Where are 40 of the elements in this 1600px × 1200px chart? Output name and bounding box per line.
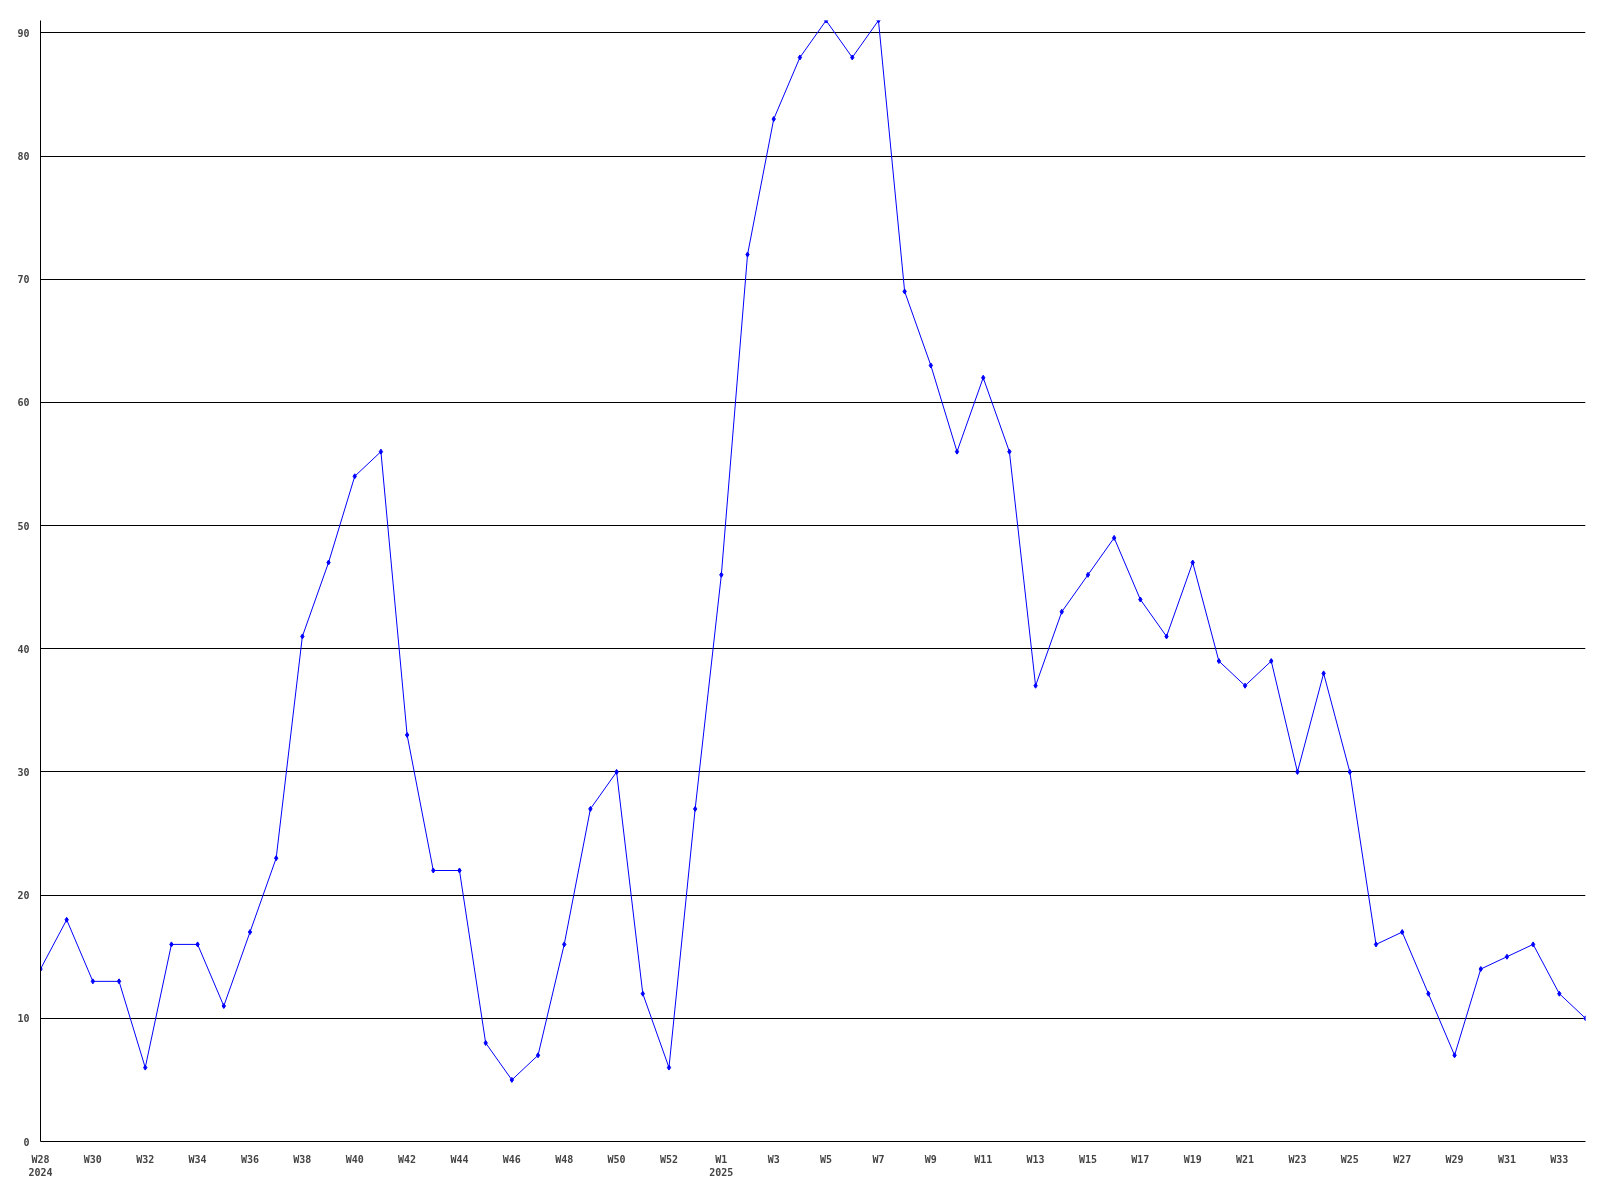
x-tick-label: W42 xyxy=(398,1153,417,1165)
y-tick-label: 30 xyxy=(17,766,30,778)
x-tick-label: W32 xyxy=(136,1153,155,1165)
x-tick-label: W48 xyxy=(555,1153,574,1165)
x-tick-label: W21 xyxy=(1236,1153,1255,1165)
x-tick-label: W44 xyxy=(450,1153,469,1165)
x-tick-label: W50 xyxy=(607,1153,626,1165)
y-tick-label: 90 xyxy=(17,27,30,39)
y-tick-label: 0 xyxy=(23,1136,30,1148)
x-tick-label: W17 xyxy=(1131,1153,1150,1165)
x-tick-label: W52 xyxy=(659,1153,679,1165)
y-tick-label: 70 xyxy=(17,274,30,286)
x-tick-label: W33 xyxy=(1550,1153,1569,1165)
x-tick-label: W29 xyxy=(1445,1153,1464,1165)
x-tick-label: W46 xyxy=(502,1153,521,1165)
y-tick-label: 50 xyxy=(17,520,30,532)
x-tick-label: W19 xyxy=(1183,1153,1202,1165)
x-tick-label: W13 xyxy=(1026,1153,1045,1165)
x-tick-label: W7 xyxy=(872,1153,885,1165)
x-tick-label: W15 xyxy=(1078,1153,1097,1165)
y-tick-label: 40 xyxy=(17,643,30,655)
x-tick-label: W34 xyxy=(188,1153,207,1165)
x-tick-label: W27 xyxy=(1393,1153,1412,1165)
y-tick-label: 10 xyxy=(17,1013,30,1025)
x-tick-label: W28 2024 xyxy=(28,1153,53,1178)
x-tick-label: W30 xyxy=(83,1153,102,1165)
x-tick-label: W31 xyxy=(1497,1153,1516,1165)
y-tick-label: 60 xyxy=(17,397,30,409)
x-tick-label: W11 xyxy=(974,1153,993,1165)
x-tick-label: W1 2025 xyxy=(709,1153,734,1178)
y-tick-label: 80 xyxy=(17,151,30,163)
x-tick-label: W5 xyxy=(820,1153,833,1165)
x-tick-label: W9 xyxy=(924,1153,937,1165)
y-tick-label: 20 xyxy=(17,890,30,902)
x-tick-label: W25 xyxy=(1340,1153,1359,1165)
x-tick-label: W40 xyxy=(345,1153,364,1165)
x-tick-label: W38 xyxy=(293,1153,312,1165)
x-tick-label: W23 xyxy=(1288,1153,1307,1165)
x-tick-label: W36 xyxy=(240,1153,260,1165)
x-tick-label: W3 xyxy=(767,1153,780,1165)
